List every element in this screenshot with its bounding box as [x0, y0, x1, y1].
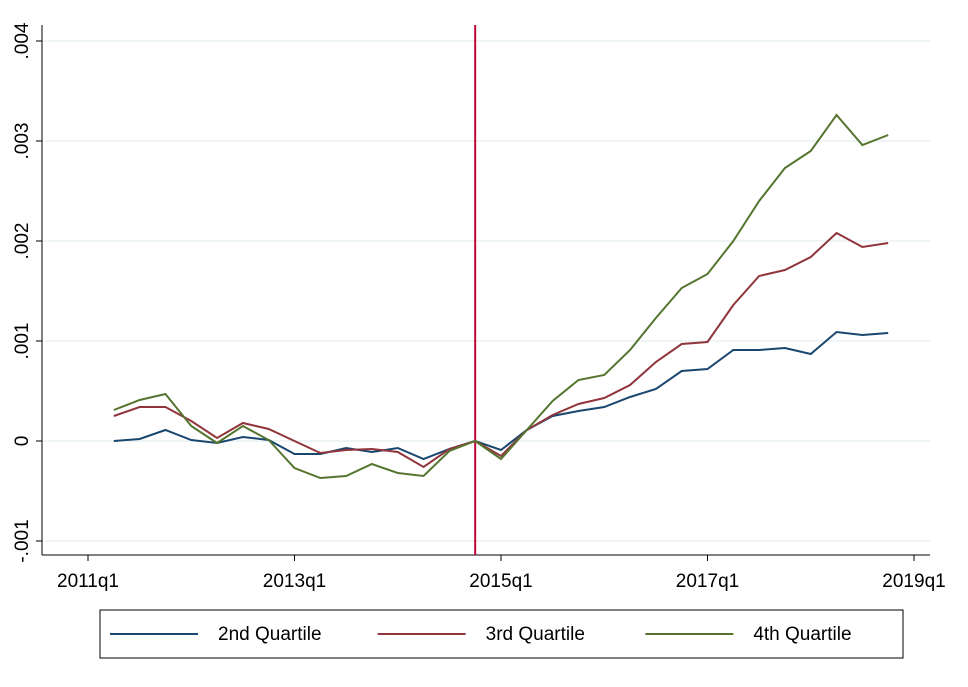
y-tick-label: .001	[12, 323, 33, 360]
x-tick-label: 2017q1	[676, 571, 739, 592]
plot-area	[42, 25, 930, 555]
x-tick-label: 2013q1	[263, 571, 326, 592]
x-tick-label: 2019q1	[882, 571, 945, 592]
legend-label: 3rd Quartile	[486, 624, 585, 645]
y-tick-label: .004	[12, 22, 33, 59]
series-line	[113, 330, 889, 461]
legend-label: 2nd Quartile	[218, 624, 322, 645]
series-line	[113, 113, 889, 480]
x-tick-label: 2015q1	[469, 571, 532, 592]
legend-label: 4th Quartile	[753, 624, 851, 645]
x-tick-label: 2011q1	[57, 571, 119, 592]
y-tick-label: 0	[12, 436, 33, 447]
legend-box	[99, 609, 904, 659]
y-tick-label: .002	[12, 223, 33, 260]
y-tick-label: -.001	[12, 519, 33, 562]
y-tick-label: .003	[12, 123, 33, 160]
series-line	[113, 231, 889, 469]
